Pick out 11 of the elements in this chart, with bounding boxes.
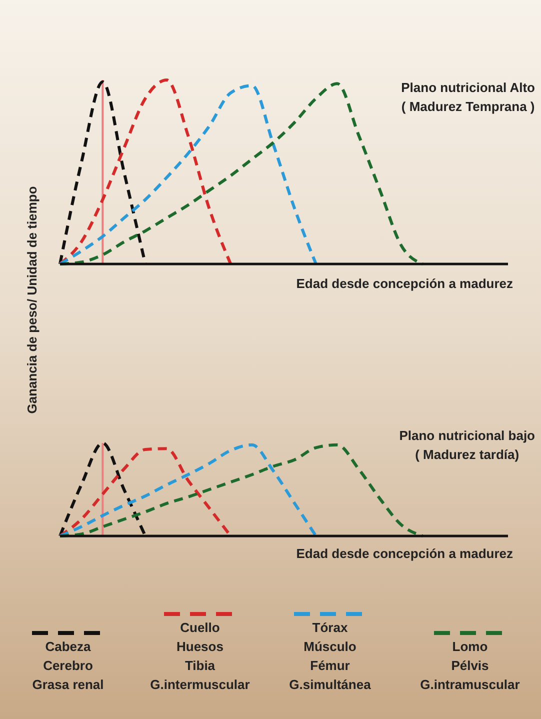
- chart-title: Plano nutricional bajo: [399, 427, 535, 445]
- text: ( Madurez Temprana ): [401, 98, 535, 116]
- legend-label: Cuello Huesos Tibia G.intermuscular: [150, 619, 250, 694]
- chart-title: Plano nutricional Alto: [401, 79, 535, 97]
- x-axis-title: Edad desde concepción a madurez: [296, 546, 513, 561]
- legend-label: Lomo Pélvis G.intramuscular: [420, 638, 520, 694]
- legend-label: Tórax Músculo Fémur G.simultánea: [289, 619, 371, 694]
- legend-label: Cabeza Cerebro Grasa renal: [32, 638, 104, 694]
- x-axis-title: Edad desde concepción a madurez: [296, 276, 513, 291]
- chart-subtitle: ( Madurez tardía): [414, 446, 520, 464]
- y-axis-title: Ganancia de peso/ Unidad de tiempo: [24, 186, 40, 414]
